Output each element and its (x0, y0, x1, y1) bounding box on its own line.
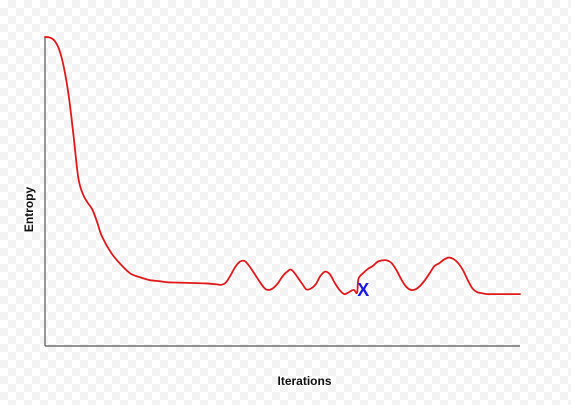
x-axis-label: Iterations (277, 374, 331, 388)
marker-x-0: X (357, 280, 369, 300)
annotation-layer: X (357, 280, 369, 300)
series-line-0 (45, 37, 520, 294)
series-layer (45, 37, 520, 294)
y-axis-label: Entropy (22, 187, 36, 233)
axes (45, 37, 520, 346)
